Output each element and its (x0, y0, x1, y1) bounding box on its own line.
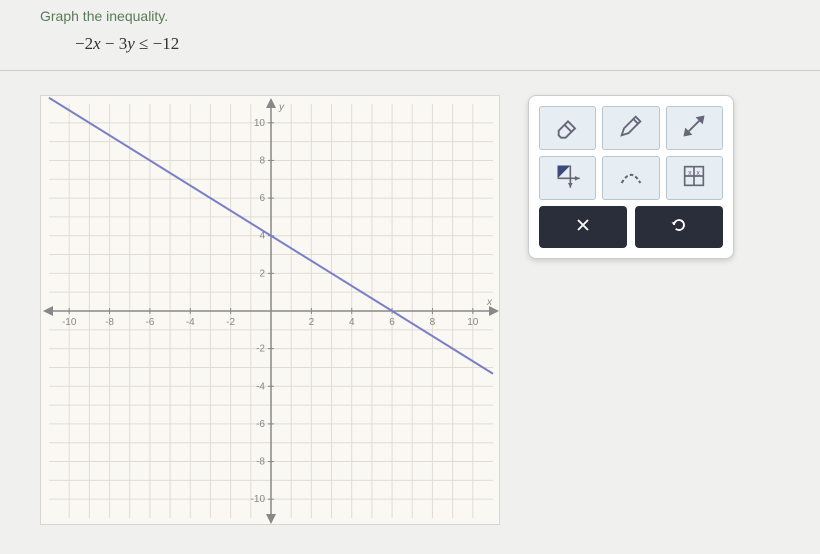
shade-region-icon (554, 162, 582, 195)
svg-text:2: 2 (259, 268, 265, 279)
svg-text:-6: -6 (145, 317, 154, 328)
svg-text:10: 10 (254, 118, 266, 129)
svg-text:-8: -8 (256, 457, 265, 468)
instruction-text: Graph the inequality. (0, 0, 820, 28)
svg-text:6: 6 (259, 193, 265, 204)
x-icon (573, 215, 593, 240)
svg-text:-2: -2 (256, 344, 265, 355)
eraser-tool[interactable] (539, 106, 596, 150)
equation: −2x − 3y ≤ −12 (0, 28, 820, 64)
svg-text:-4: -4 (186, 317, 195, 328)
drawing-toolbox: xx (528, 95, 734, 259)
svg-text:x: x (486, 297, 493, 308)
grid-settings-tool[interactable]: xx (666, 156, 723, 200)
svg-text:y: y (278, 102, 285, 113)
shade-region-tool[interactable] (539, 156, 596, 200)
svg-text:6: 6 (389, 317, 395, 328)
svg-text:-2: -2 (226, 317, 235, 328)
svg-text:-6: -6 (256, 419, 265, 430)
svg-text:x: x (688, 169, 692, 176)
svg-text:8: 8 (430, 317, 436, 328)
dashed-line-tool[interactable] (602, 156, 659, 200)
grid-settings-icon: xx (680, 162, 708, 195)
svg-text:2: 2 (309, 317, 315, 328)
undo-button[interactable] (635, 206, 723, 248)
svg-text:10: 10 (467, 317, 479, 328)
pencil-tool[interactable] (602, 106, 659, 150)
graph-area[interactable]: -10-8-6-4-2246810-10-8-6-4-2246810yx (40, 95, 500, 525)
svg-text:-10: -10 (62, 317, 77, 328)
line-arrow-tool[interactable] (666, 106, 723, 150)
clear-button[interactable] (539, 206, 627, 248)
line-arrow-icon (680, 112, 708, 145)
eraser-icon (554, 112, 582, 145)
svg-text:8: 8 (259, 155, 265, 166)
svg-text:-8: -8 (105, 317, 114, 328)
undo-icon (669, 215, 689, 240)
svg-text:-4: -4 (256, 381, 265, 392)
svg-text:x: x (697, 169, 701, 176)
svg-text:4: 4 (349, 317, 355, 328)
coordinate-graph[interactable]: -10-8-6-4-2246810-10-8-6-4-2246810yx (40, 95, 500, 525)
svg-text:-10: -10 (251, 494, 266, 505)
dashed-line-icon (617, 162, 645, 195)
pencil-icon (617, 112, 645, 145)
